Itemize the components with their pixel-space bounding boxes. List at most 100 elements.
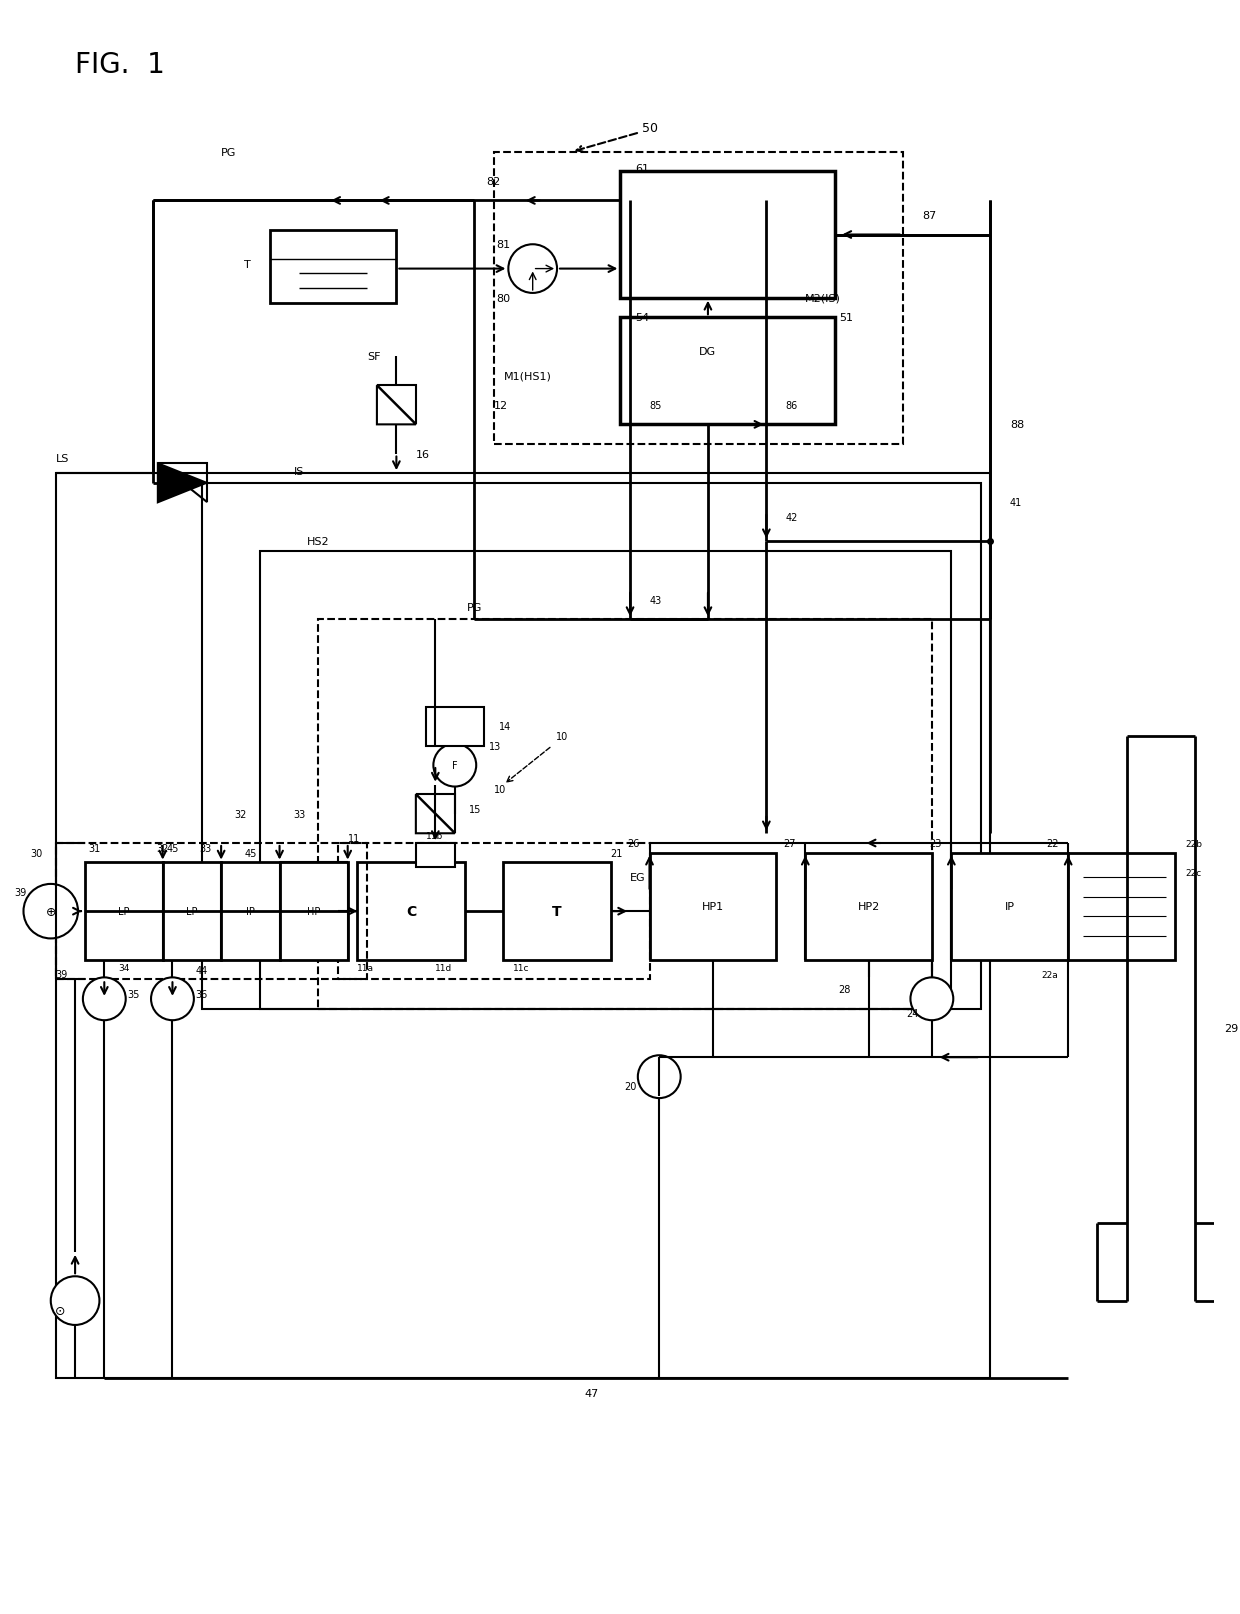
Text: 11: 11 [347,833,360,844]
Text: LP: LP [186,907,197,917]
Text: 45: 45 [244,849,257,859]
Text: 85: 85 [650,400,662,410]
Text: 24: 24 [906,1009,919,1018]
Text: EG: EG [630,873,646,883]
Text: 47: 47 [584,1388,598,1398]
Text: IS: IS [294,466,304,476]
Bar [279,863,347,960]
Text: 33: 33 [293,809,305,820]
Text: 11d: 11d [435,964,453,973]
Text: 51: 51 [839,313,853,323]
Bar [221,863,279,960]
Text: SF: SF [367,352,381,362]
Text: T: T [243,260,250,270]
Text: 32: 32 [156,844,169,854]
Text: 31: 31 [88,844,100,854]
Bar [805,854,932,960]
Text: PG: PG [466,604,482,613]
Text: 28: 28 [838,985,851,994]
Text: PG: PG [221,147,237,158]
Bar [494,153,903,444]
Text: 16: 16 [415,449,430,460]
Text: 12: 12 [494,400,508,410]
Bar [56,475,991,1378]
Text: 36: 36 [196,989,208,999]
Bar [260,552,951,1009]
Text: 27: 27 [782,839,796,849]
Text: 35: 35 [128,989,140,999]
Text: 54: 54 [635,313,649,323]
Text: ⊙: ⊙ [56,1304,66,1317]
Bar [270,231,397,303]
Polygon shape [157,463,207,504]
Bar [357,863,465,960]
Text: 61: 61 [635,165,649,174]
Bar [319,620,932,1009]
Circle shape [637,1056,681,1099]
Text: DG: DG [699,347,717,357]
Bar [1068,854,1176,960]
Circle shape [151,978,193,1020]
Text: 14: 14 [498,721,511,731]
Text: ⊕: ⊕ [46,905,56,918]
Text: 10: 10 [494,784,506,796]
Text: M1(HS1): M1(HS1) [503,371,552,381]
Bar [339,844,650,980]
Bar [84,863,162,960]
Text: HP: HP [308,907,320,917]
Polygon shape [377,386,415,424]
Text: 32: 32 [234,809,247,820]
Text: 29: 29 [1224,1023,1239,1033]
Text: F: F [453,760,458,770]
Text: HP1: HP1 [702,902,724,912]
Circle shape [24,884,78,939]
Polygon shape [415,794,455,834]
Text: 11b: 11b [425,831,443,841]
Text: LS: LS [56,454,69,465]
Text: 34: 34 [118,964,129,973]
Bar [620,173,835,299]
Text: 80: 80 [496,294,511,303]
Text: 50: 50 [641,121,657,136]
Polygon shape [415,794,455,834]
Text: 20: 20 [624,1081,636,1091]
Text: 26: 26 [627,839,640,849]
Text: 15: 15 [470,804,482,815]
Text: 39: 39 [14,888,26,897]
Text: 22b: 22b [1185,839,1202,847]
Text: 22c: 22c [1185,868,1202,876]
Text: 22a: 22a [1042,970,1059,980]
Text: 11a: 11a [357,964,374,973]
Text: 39: 39 [56,970,68,980]
Text: 43: 43 [650,596,662,605]
Circle shape [51,1277,99,1325]
Text: 33: 33 [200,844,211,854]
Text: 41: 41 [1009,499,1022,508]
Text: T: T [552,904,562,918]
Text: 88: 88 [1009,420,1024,429]
Text: 81: 81 [496,240,511,250]
Bar [951,854,1068,960]
Text: 45: 45 [166,844,179,854]
Text: 22: 22 [1045,839,1059,849]
Text: C: C [405,904,417,918]
Text: IP: IP [1004,902,1014,912]
Polygon shape [377,386,415,424]
Text: 10: 10 [556,731,568,741]
Bar [650,854,776,960]
Text: 13: 13 [489,741,501,751]
Text: IP: IP [246,907,254,917]
Text: M2(IS): M2(IS) [805,294,841,303]
Text: 21: 21 [610,849,622,859]
Text: 30: 30 [30,849,42,859]
Polygon shape [157,463,207,504]
Text: 23: 23 [929,839,941,849]
Text: 42: 42 [786,513,799,523]
Text: 11c: 11c [513,964,529,973]
Text: FIG.  1: FIG. 1 [76,52,165,79]
Text: 44: 44 [196,965,208,975]
Text: HS2: HS2 [308,537,330,547]
Bar [415,844,455,868]
Bar [56,844,367,980]
Bar [503,863,610,960]
